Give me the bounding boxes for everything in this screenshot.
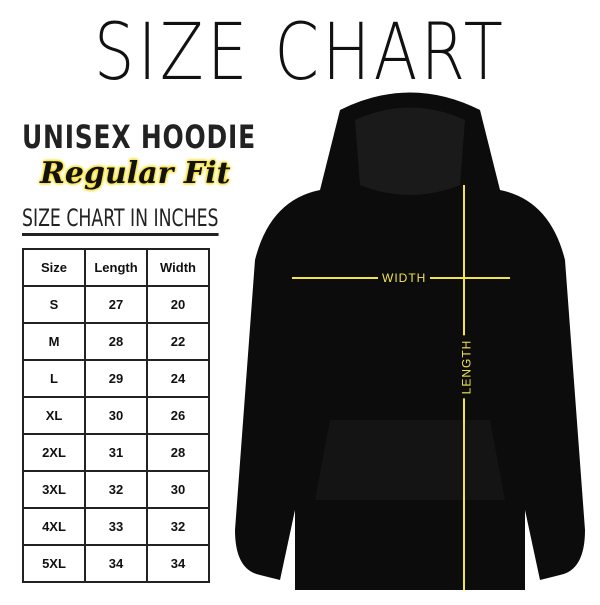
- table-row: 4XL 33 32: [22, 507, 210, 546]
- width-cell: 34: [146, 544, 210, 583]
- table-header-row: Size Length Width: [22, 248, 210, 287]
- table-row: XL 30 26: [22, 396, 210, 435]
- header-length: Length: [84, 248, 148, 287]
- length-cell: 27: [84, 285, 148, 324]
- width-cell: 22: [146, 322, 210, 361]
- width-cell: 24: [146, 359, 210, 398]
- table-row: 5XL 34 34: [22, 544, 210, 583]
- width-label: WIDTH: [378, 271, 431, 285]
- length-cell: 34: [84, 544, 148, 583]
- hoodie-image: [235, 92, 585, 590]
- length-cell: 32: [84, 470, 148, 509]
- length-cell: 31: [84, 433, 148, 472]
- size-cell: 3XL: [22, 470, 86, 509]
- table-row: L 29 24: [22, 359, 210, 398]
- product-name: UNISEX HOODIE: [22, 118, 256, 156]
- length-cell: 30: [84, 396, 148, 435]
- size-cell: 2XL: [22, 433, 86, 472]
- page-title: SIZE CHART: [93, 8, 507, 98]
- table-caption: SIZE CHART IN INCHES: [22, 204, 219, 236]
- size-cell: 5XL: [22, 544, 86, 583]
- width-cell: 26: [146, 396, 210, 435]
- table-row: 3XL 32 30: [22, 470, 210, 509]
- width-cell: 32: [146, 507, 210, 546]
- size-cell: S: [22, 285, 86, 324]
- length-cell: 28: [84, 322, 148, 361]
- header-size: Size: [22, 248, 86, 287]
- size-cell: 4XL: [22, 507, 86, 546]
- width-cell: 20: [146, 285, 210, 324]
- table-row: 2XL 31 28: [22, 433, 210, 472]
- size-table: Size Length Width S 27 20 M 28 22 L 29 24 XL 30 26 2…: [22, 248, 210, 583]
- width-cell: 28: [146, 433, 210, 472]
- size-cell: L: [22, 359, 86, 398]
- length-cell: 33: [84, 507, 148, 546]
- table-row: S 27 20: [22, 285, 210, 324]
- size-cell: M: [22, 322, 86, 361]
- width-cell: 30: [146, 470, 210, 509]
- hoodie-diagram: WIDTH LENGTH: [220, 90, 600, 605]
- fit-label: Regular Fit: [40, 156, 231, 191]
- table-row: M 28 22: [22, 322, 210, 361]
- length-cell: 29: [84, 359, 148, 398]
- header-width: Width: [146, 248, 210, 287]
- size-cell: XL: [22, 396, 86, 435]
- length-label: LENGTH: [459, 335, 474, 399]
